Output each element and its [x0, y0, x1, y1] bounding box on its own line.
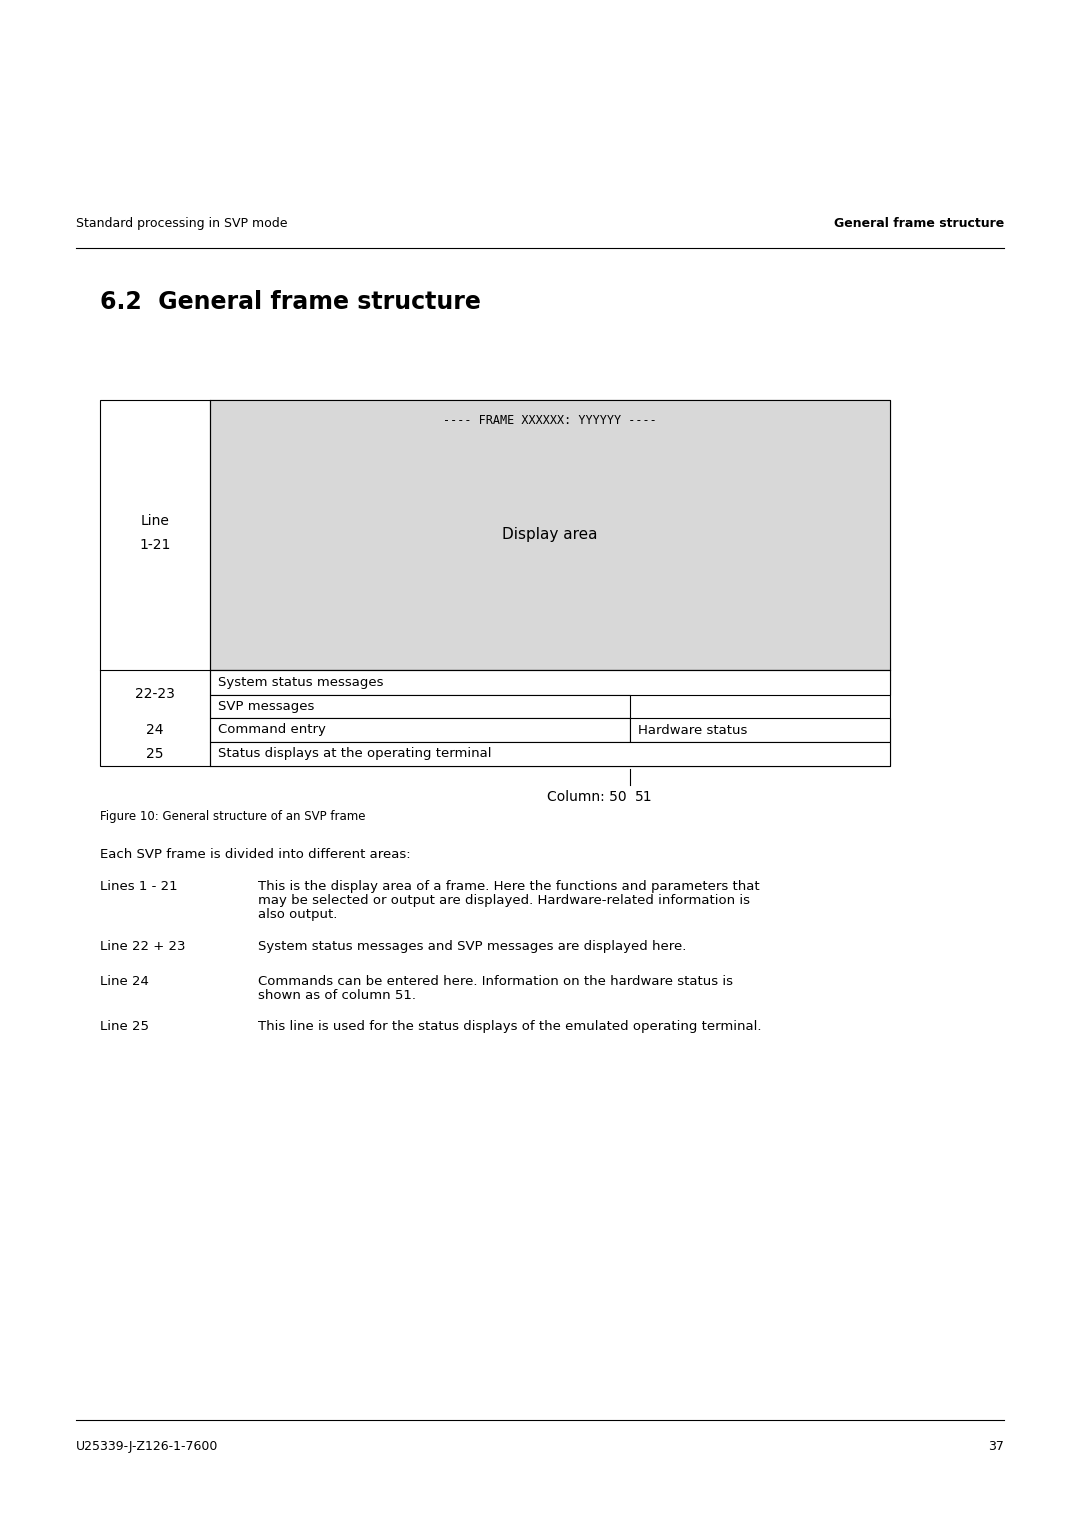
Bar — [210, 669, 890, 695]
Text: U25339-J-Z126-1-7600: U25339-J-Z126-1-7600 — [76, 1440, 218, 1453]
Text: This line is used for the status displays of the emulated operating terminal.: This line is used for the status display… — [258, 1020, 761, 1032]
Text: also output.: also output. — [258, 907, 337, 921]
Text: Line 22 + 23: Line 22 + 23 — [100, 939, 186, 953]
Text: Column: 50: Column: 50 — [548, 790, 627, 804]
Text: Lines 1 - 21: Lines 1 - 21 — [100, 880, 177, 894]
Text: Each SVP frame is divided into different areas:: Each SVP frame is divided into different… — [100, 848, 410, 862]
Bar — [210, 695, 630, 718]
Text: ---- FRAME XXXXXX: YYYYYY ----: ---- FRAME XXXXXX: YYYYYY ---- — [443, 413, 657, 427]
Text: 51: 51 — [635, 790, 652, 804]
Text: may be selected or output are displayed. Hardware-related information is: may be selected or output are displayed.… — [258, 894, 750, 907]
Text: 37: 37 — [988, 1440, 1004, 1453]
Text: 24: 24 — [146, 723, 164, 737]
Text: Status displays at the operating terminal: Status displays at the operating termina… — [218, 747, 491, 761]
Bar — [210, 718, 630, 743]
Text: System status messages and SVP messages are displayed here.: System status messages and SVP messages … — [258, 939, 687, 953]
Bar — [630, 718, 890, 743]
Text: Line: Line — [140, 514, 170, 528]
Bar — [100, 400, 890, 766]
Text: Display area: Display area — [502, 528, 597, 543]
Text: System status messages: System status messages — [218, 676, 383, 689]
Text: 1-21: 1-21 — [139, 538, 171, 552]
Text: This is the display area of a frame. Here the functions and parameters that: This is the display area of a frame. Her… — [258, 880, 759, 894]
Text: Figure 10: General structure of an SVP frame: Figure 10: General structure of an SVP f… — [100, 810, 365, 824]
Bar — [210, 400, 890, 669]
Bar — [210, 743, 890, 766]
Text: 25: 25 — [146, 747, 164, 761]
Text: shown as of column 51.: shown as of column 51. — [258, 990, 416, 1002]
Text: Line 25: Line 25 — [100, 1020, 149, 1032]
Text: Commands can be entered here. Information on the hardware status is: Commands can be entered here. Informatio… — [258, 974, 733, 988]
Text: Standard processing in SVP mode: Standard processing in SVP mode — [76, 217, 287, 230]
Text: General frame structure: General frame structure — [834, 217, 1004, 230]
Text: Command entry: Command entry — [218, 723, 326, 737]
Text: 6.2  General frame structure: 6.2 General frame structure — [100, 290, 481, 314]
Text: Hardware status: Hardware status — [638, 723, 747, 737]
Text: Line 24: Line 24 — [100, 974, 149, 988]
Text: 22-23: 22-23 — [135, 686, 175, 702]
Text: SVP messages: SVP messages — [218, 700, 314, 714]
